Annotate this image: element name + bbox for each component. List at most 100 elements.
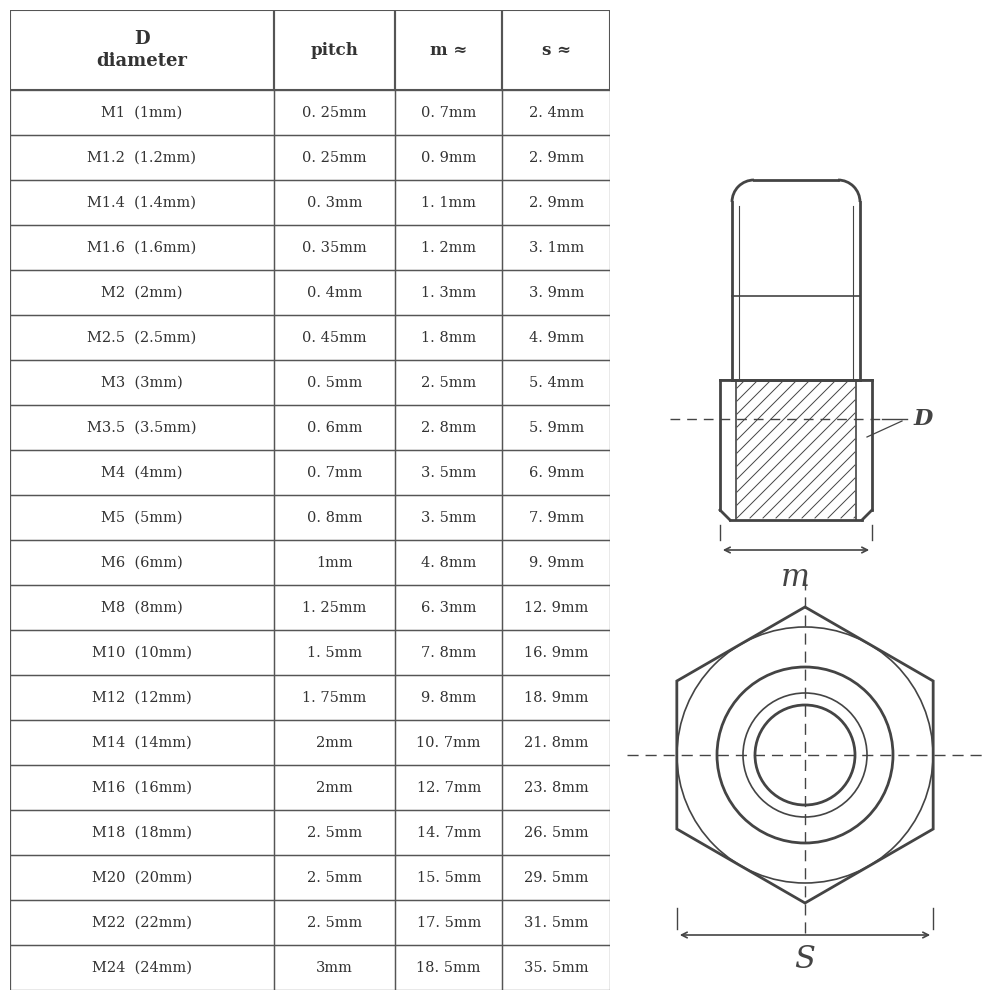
Text: 21. 8mm: 21. 8mm	[524, 736, 588, 750]
Bar	[395, 720, 502, 765]
Bar	[10, 10, 274, 90]
Text: 10. 7mm: 10. 7mm	[416, 736, 481, 750]
Text: 1mm: 1mm	[316, 556, 353, 570]
Bar	[502, 900, 610, 945]
Text: 12. 9mm: 12. 9mm	[524, 601, 588, 615]
Text: 3. 9mm: 3. 9mm	[529, 286, 584, 300]
Bar	[274, 585, 395, 630]
Bar	[502, 855, 610, 900]
Text: m: m	[781, 562, 809, 593]
Bar	[10, 450, 274, 495]
Bar	[395, 450, 502, 495]
Bar	[395, 675, 502, 720]
Text: 1. 3mm: 1. 3mm	[421, 286, 476, 300]
Bar	[502, 315, 610, 360]
Text: 35. 5mm: 35. 5mm	[524, 961, 589, 975]
Bar	[10, 855, 274, 900]
Text: 0. 5mm: 0. 5mm	[307, 376, 362, 390]
Bar	[10, 630, 274, 675]
Bar	[395, 10, 502, 90]
Text: 1. 25mm: 1. 25mm	[302, 601, 366, 615]
Bar	[395, 270, 502, 315]
Bar	[274, 225, 395, 270]
Bar	[395, 315, 502, 360]
Text: 1. 75mm: 1. 75mm	[302, 691, 366, 705]
Text: 2. 5mm: 2. 5mm	[307, 826, 362, 840]
Bar	[10, 585, 274, 630]
Text: 2. 9mm: 2. 9mm	[529, 196, 584, 210]
Bar	[395, 630, 502, 675]
Text: M22  (22mm): M22 (22mm)	[92, 916, 192, 930]
Text: M1.4  (1.4mm): M1.4 (1.4mm)	[87, 196, 196, 210]
Text: 6. 9mm: 6. 9mm	[529, 466, 584, 480]
Bar	[395, 810, 502, 855]
Text: M1  (1mm): M1 (1mm)	[101, 106, 182, 120]
Bar	[502, 90, 610, 135]
Text: M4  (4mm): M4 (4mm)	[101, 466, 183, 480]
Text: 15. 5mm: 15. 5mm	[417, 871, 481, 885]
Text: 3. 5mm: 3. 5mm	[421, 511, 476, 525]
Bar	[10, 315, 274, 360]
Text: M3  (3mm): M3 (3mm)	[101, 376, 183, 390]
Bar	[502, 495, 610, 540]
Bar	[395, 135, 502, 180]
Text: S: S	[795, 944, 815, 976]
Bar	[10, 225, 274, 270]
Text: 1. 5mm: 1. 5mm	[307, 646, 362, 660]
Text: 1. 2mm: 1. 2mm	[421, 241, 476, 255]
Text: 0. 9mm: 0. 9mm	[421, 151, 476, 165]
Text: 26. 5mm: 26. 5mm	[524, 826, 589, 840]
Text: m ≈: m ≈	[430, 42, 467, 59]
Bar	[502, 675, 610, 720]
Text: 5. 9mm: 5. 9mm	[529, 421, 584, 435]
Text: M10  (10mm): M10 (10mm)	[92, 646, 192, 660]
Bar	[274, 315, 395, 360]
Text: 2. 4mm: 2. 4mm	[529, 106, 584, 120]
Bar	[395, 495, 502, 540]
Bar	[502, 585, 610, 630]
Text: 17. 5mm: 17. 5mm	[417, 916, 481, 930]
Bar	[395, 765, 502, 810]
Bar	[10, 945, 274, 990]
Bar	[395, 540, 502, 585]
Bar	[10, 180, 274, 225]
Text: 0. 7mm: 0. 7mm	[307, 466, 362, 480]
Bar	[502, 10, 610, 90]
Bar	[395, 945, 502, 990]
Bar	[274, 810, 395, 855]
Text: 6. 3mm: 6. 3mm	[421, 601, 476, 615]
Bar	[10, 540, 274, 585]
Text: M3.5  (3.5mm): M3.5 (3.5mm)	[87, 421, 197, 435]
Text: 14. 7mm: 14. 7mm	[417, 826, 481, 840]
Bar	[10, 810, 274, 855]
Text: 3mm: 3mm	[316, 961, 353, 975]
Bar	[274, 945, 395, 990]
Text: 3. 5mm: 3. 5mm	[421, 466, 476, 480]
Bar	[395, 900, 502, 945]
Text: pitch: pitch	[310, 42, 358, 59]
Bar	[395, 90, 502, 135]
Text: 2. 5mm: 2. 5mm	[421, 376, 476, 390]
Bar	[502, 450, 610, 495]
Text: 7. 8mm: 7. 8mm	[421, 646, 476, 660]
Text: 9. 8mm: 9. 8mm	[421, 691, 476, 705]
Bar	[274, 450, 395, 495]
Text: 0. 4mm: 0. 4mm	[307, 286, 362, 300]
Text: 12. 7mm: 12. 7mm	[417, 781, 481, 795]
Bar	[10, 495, 274, 540]
Bar	[274, 495, 395, 540]
Bar	[274, 675, 395, 720]
Bar	[274, 855, 395, 900]
Bar	[274, 720, 395, 765]
Bar	[502, 765, 610, 810]
Text: M14  (14mm): M14 (14mm)	[92, 736, 192, 750]
Bar	[502, 225, 610, 270]
Text: 23. 8mm: 23. 8mm	[524, 781, 589, 795]
Text: D
diameter: D diameter	[96, 30, 187, 70]
Text: M20  (20mm): M20 (20mm)	[92, 871, 192, 885]
Bar	[274, 900, 395, 945]
Text: 5. 4mm: 5. 4mm	[529, 376, 584, 390]
Bar	[502, 630, 610, 675]
Bar	[274, 180, 395, 225]
Text: 4. 8mm: 4. 8mm	[421, 556, 476, 570]
